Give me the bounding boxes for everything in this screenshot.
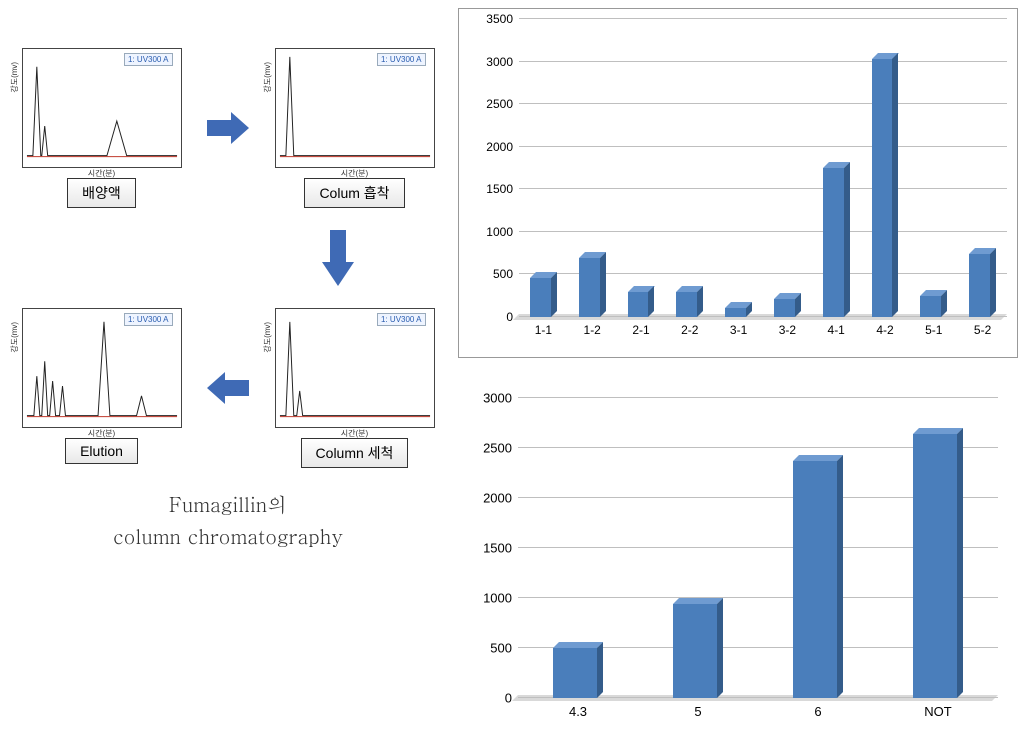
- ytick-label: 3500: [486, 12, 519, 26]
- ytick-label: 1500: [483, 541, 518, 556]
- bar: [553, 642, 603, 698]
- bar: [676, 286, 703, 317]
- bottom-caption: Fumagillin의 column chromatography: [18, 488, 438, 552]
- bar: [673, 598, 723, 698]
- bar: [969, 248, 996, 317]
- xtick-label: 1-2: [584, 317, 601, 337]
- bar: [628, 286, 655, 317]
- ytick-label: 2000: [483, 491, 518, 506]
- arrow-down: [318, 228, 358, 288]
- mini-chart-a: 1: UV300 A 강도(mv) 시간(분) 배양액: [18, 48, 185, 208]
- xtick-label: 6: [814, 698, 821, 719]
- xtick-label: 1-1: [535, 317, 552, 337]
- xtick-label: 4-1: [828, 317, 845, 337]
- arrow-left: [205, 368, 251, 408]
- x-axis-label: 시간(분): [341, 168, 368, 179]
- mini-chart-c: 1: UV300 A 강도(mv) 시간(분) Column 세척: [271, 308, 438, 468]
- ytick-label: 2500: [483, 441, 518, 456]
- ytick-label: 2000: [486, 140, 519, 154]
- caption-a: 배양액: [67, 178, 136, 208]
- y-axis-label: 강도(mv): [262, 322, 273, 353]
- bar: [579, 252, 606, 317]
- ytick-label: 0: [505, 691, 518, 706]
- x-axis-label: 시간(분): [88, 168, 115, 179]
- x-axis-label: 시간(분): [88, 428, 115, 439]
- bar: [913, 428, 963, 698]
- bottom-caption-line1: Fumagillin의: [18, 488, 438, 520]
- bar: [793, 455, 843, 698]
- bar: [823, 162, 850, 317]
- chart-1-area: 05001000150020002500300035001-11-22-12-2…: [519, 19, 1007, 317]
- xtick-label: 4.3: [569, 698, 587, 719]
- xtick-label: NOT: [924, 698, 951, 719]
- xtick-label: 3-1: [730, 317, 747, 337]
- ytick-label: 3000: [483, 391, 518, 406]
- mini-chart-d: 1: UV300 A 강도(mv) 시간(분) Elution: [18, 308, 185, 468]
- caption-b: Colum 흡착: [304, 178, 404, 208]
- xtick-label: 2-1: [632, 317, 649, 337]
- xtick-label: 5: [694, 698, 701, 719]
- y-axis-label: 강도(mv): [262, 62, 273, 93]
- bottom-caption-line2: column chromatography: [18, 520, 438, 552]
- y-axis-label: 강도(mv): [9, 62, 20, 93]
- x-axis-label: 시간(분): [341, 428, 368, 439]
- bar: [920, 290, 947, 317]
- caption-d: Elution: [65, 438, 138, 464]
- mini-chart-b: 1: UV300 A 강도(mv) 시간(분) Colum 흡착: [271, 48, 438, 208]
- bar: [725, 302, 752, 317]
- xtick-label: 5-1: [925, 317, 942, 337]
- chart-2-panel: 0 500 1000 1500 2000 2500 3000 4.3 5 6 NOT: [458, 368, 1018, 748]
- caption-c: Column 세척: [301, 438, 409, 468]
- y-axis-label: 강도(mv): [9, 322, 20, 353]
- ytick-label: 1000: [486, 225, 519, 239]
- bar: [530, 272, 557, 317]
- ytick-label: 2500: [486, 97, 519, 111]
- ytick-label: 3000: [486, 55, 519, 69]
- chart-1-panel: 0 500 1000 1500 2000 2500 3000 3500 1-1 1-2 2-1 2-2…: [458, 8, 1018, 358]
- xtick-label: 4-2: [876, 317, 893, 337]
- ytick-label: 1500: [486, 182, 519, 196]
- ytick-label: 1000: [483, 591, 518, 606]
- arrow-right-1: [205, 108, 251, 148]
- chromatography-flow: 1: UV300 A 강도(mv) 시간(분) 배양액 1: UV300 A 강…: [8, 8, 448, 748]
- bar: [774, 293, 801, 317]
- xtick-label: 5-2: [974, 317, 991, 337]
- ytick-label: 500: [493, 267, 519, 281]
- bar: [872, 53, 899, 317]
- xtick-label: 2-2: [681, 317, 698, 337]
- ytick-label: 500: [490, 641, 518, 656]
- ytick-label: 0: [506, 310, 519, 324]
- xtick-label: 3-2: [779, 317, 796, 337]
- chart-2-area: 0500100015002000250030004.356NOT: [518, 398, 998, 698]
